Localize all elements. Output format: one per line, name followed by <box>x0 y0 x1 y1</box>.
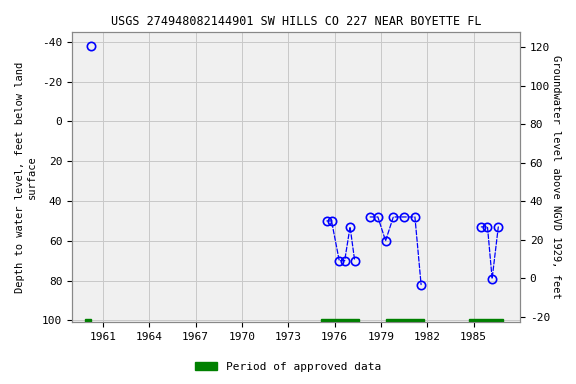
Legend: Period of approved data: Period of approved data <box>191 358 385 377</box>
Bar <box>85 319 90 323</box>
Bar <box>385 319 424 323</box>
Y-axis label: Depth to water level, feet below land
surface: Depth to water level, feet below land su… <box>15 61 37 293</box>
Bar <box>469 319 503 323</box>
Y-axis label: Groundwater level above NGVD 1929, feet: Groundwater level above NGVD 1929, feet <box>551 55 561 299</box>
Title: USGS 274948082144901 SW HILLS CO 227 NEAR BOYETTE FL: USGS 274948082144901 SW HILLS CO 227 NEA… <box>111 15 482 28</box>
Bar <box>321 319 359 323</box>
